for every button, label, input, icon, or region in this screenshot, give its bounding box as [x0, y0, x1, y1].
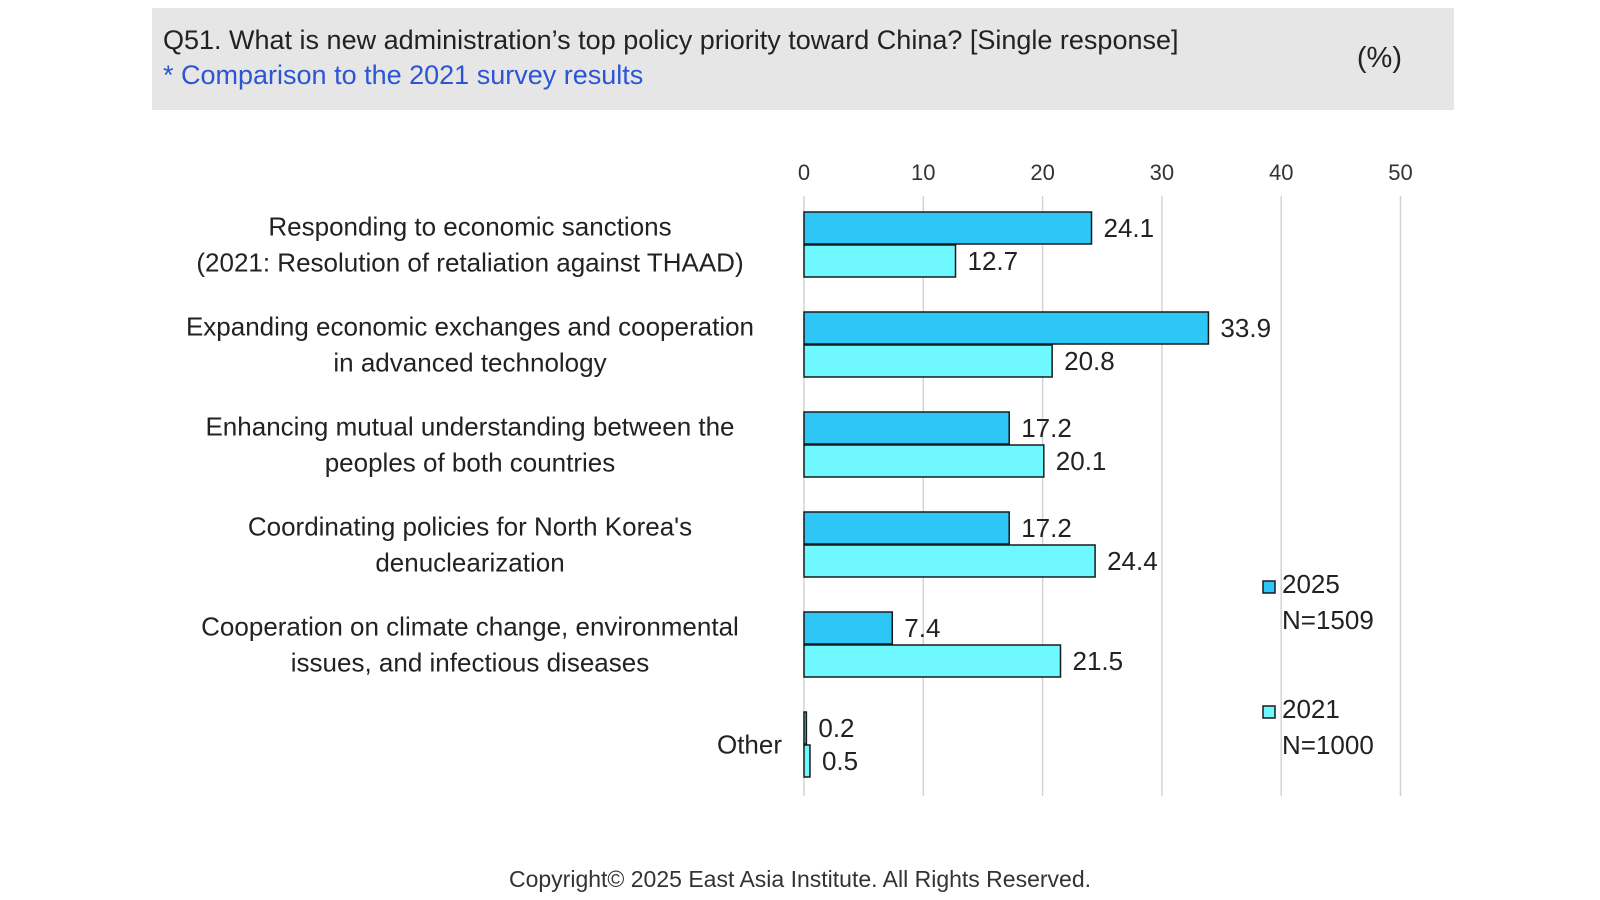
bar-2021	[803, 644, 1062, 678]
bar-2025	[803, 611, 894, 645]
bar-2025	[803, 411, 1010, 445]
legend-swatch-2025	[1262, 580, 1276, 594]
category-label: Other	[717, 730, 782, 760]
data-label-2025: 17.2	[1021, 513, 1072, 543]
legend-sample-size-2021: N=1000	[1282, 730, 1374, 760]
legend-label-2025: 2025	[1282, 569, 1340, 599]
x-tick-label: 10	[911, 160, 935, 185]
x-tick-label: 0	[798, 160, 810, 185]
comparison-note: * Comparison to the 2021 survey results	[163, 60, 644, 90]
x-tick-label: 40	[1269, 160, 1293, 185]
question-title: Q51. What is new administration’s top po…	[163, 25, 1179, 55]
data-label-2021: 12.7	[968, 246, 1019, 276]
category-label: Expanding economic exchanges and coopera…	[186, 312, 754, 378]
data-label-2025: 17.2	[1021, 413, 1072, 443]
bar-2021	[803, 544, 1096, 578]
data-label-2021: 21.5	[1072, 646, 1123, 676]
bar-2021	[803, 244, 957, 278]
data-label-2021: 20.1	[1056, 446, 1107, 476]
data-label-2025: 33.9	[1220, 313, 1271, 343]
bar-2025	[803, 711, 808, 745]
category-label: Responding to economic sanctions (2021: R…	[196, 212, 743, 278]
x-tick-label: 30	[1150, 160, 1174, 185]
unit-label: (%)	[1356, 42, 1402, 74]
data-label-2025: 7.4	[904, 613, 940, 643]
legend-sample-size-2025: N=1509	[1282, 605, 1374, 635]
data-label-2025: 0.2	[818, 713, 854, 743]
data-label-2021: 24.4	[1107, 546, 1158, 576]
bar-2021	[803, 444, 1045, 478]
legend-swatch-2021	[1262, 705, 1276, 719]
bar-2021	[803, 344, 1053, 378]
data-label-2021: 20.8	[1064, 346, 1115, 376]
x-tick-label: 50	[1388, 160, 1412, 185]
bar-2025	[803, 211, 1093, 245]
data-label-2025: 24.1	[1104, 213, 1155, 243]
x-tick-label: 20	[1030, 160, 1054, 185]
bar-2025	[803, 311, 1210, 345]
category-label: Enhancing mutual understanding between t…	[205, 412, 734, 478]
data-label-2021: 0.5	[822, 746, 858, 776]
bar-2021	[803, 744, 811, 778]
legend-label-2021: 2021	[1282, 694, 1340, 724]
category-label: Coordinating policies for North Korea's d…	[248, 512, 692, 578]
category-label: Cooperation on climate change, environme…	[201, 612, 739, 678]
bar-2025	[803, 511, 1010, 545]
copyright-notice: Copyright© 2025 East Asia Institute. All…	[508, 866, 1092, 892]
question-header: Q51. What is new administration’s top po…	[152, 8, 1454, 110]
